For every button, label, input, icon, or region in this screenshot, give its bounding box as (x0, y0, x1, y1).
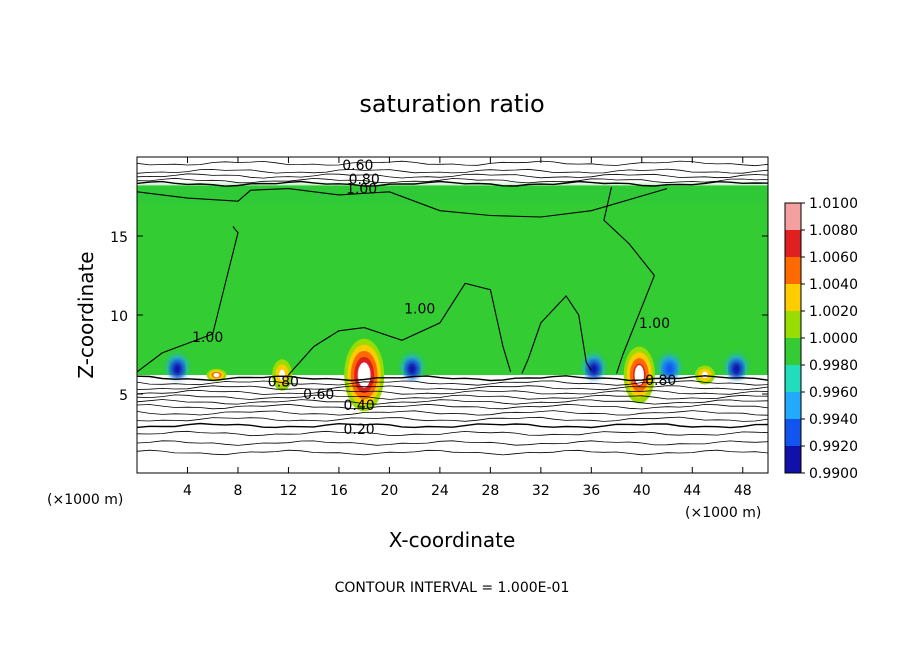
y-axis-ticks: 5 10 15 (110, 230, 768, 404)
contour-line (137, 399, 768, 405)
y-tick-label: 5 (119, 388, 128, 404)
saturation-contour (137, 226, 239, 373)
contour-label: 0.20 (344, 422, 375, 438)
contour-line (137, 440, 768, 446)
colorbar-swatch (785, 230, 801, 257)
colorbar-label: 1.0060 (809, 250, 858, 266)
contour-interval-note: CONTOUR INTERVAL = 1.000E-01 (335, 580, 570, 596)
contour-line (137, 160, 768, 167)
x-tick-label: 8 (233, 483, 242, 499)
subsaturated-zone-core (730, 361, 743, 378)
saturation-contour (521, 295, 592, 374)
colorbar-label: 0.9960 (809, 385, 858, 401)
colorbar-swatch (785, 257, 801, 284)
x-axis-label: X-coordinate (389, 528, 516, 552)
colorbar-swatch (785, 392, 801, 419)
colorbar-label: 0.9980 (809, 358, 858, 374)
saturation-contour (287, 282, 512, 376)
colorbar-label: 1.0080 (809, 223, 858, 239)
contour-line (137, 180, 768, 187)
saturation-contour (603, 186, 656, 374)
x-unit-label-left: (×1000 m) (47, 492, 123, 508)
x-tick-label: 44 (683, 483, 701, 499)
subsaturated-zone-core (406, 361, 419, 378)
colorbar-label: 0.9940 (809, 412, 858, 428)
contour-label: 1.00 (192, 330, 223, 346)
x-tick-label: 4 (183, 483, 192, 499)
supersaturated-plume-core (279, 369, 286, 381)
x-tick-label: 28 (481, 483, 499, 499)
contour-line (137, 385, 768, 391)
chart-title: saturation ratio (359, 90, 544, 118)
colorbar-swatch (785, 284, 801, 311)
contour-line (137, 168, 768, 174)
contour-label: 0.60 (303, 387, 334, 403)
plot-area (137, 157, 768, 473)
colorbar-swatch (785, 203, 801, 230)
subsaturated-zone-core (663, 361, 676, 378)
contour-label: 1.00 (639, 316, 670, 332)
x-tick-label: 16 (330, 483, 348, 499)
contour-label: 1.00 (346, 182, 377, 198)
colorbar-swatch (785, 446, 801, 473)
x-unit-label-right: (×1000 m) (685, 505, 761, 521)
contour-label: 0.40 (344, 398, 375, 414)
supersaturated-plume-core (358, 362, 371, 388)
subsaturated-zone-core (587, 361, 600, 378)
contour-line (137, 449, 768, 456)
x-tick-label: 40 (633, 483, 651, 499)
x-tick-label: 20 (380, 483, 398, 499)
contour-line (137, 173, 768, 179)
supersaturated-plume-core (701, 371, 708, 379)
contour-line (137, 177, 768, 184)
contour-line (137, 430, 768, 437)
contour-line (137, 380, 768, 386)
contour-label: 0.80 (645, 373, 676, 389)
contour-label: 0.80 (268, 374, 299, 390)
x-tick-label: 12 (280, 483, 298, 499)
contour-line (137, 394, 768, 400)
colorbar-swatch (785, 365, 801, 392)
colorbar-swatch (785, 338, 801, 365)
colorbar-label: 1.0040 (809, 277, 858, 293)
contour-line (137, 422, 768, 429)
x-tick-label: 24 (431, 483, 449, 499)
contour-line (137, 389, 768, 395)
contour-line (137, 416, 768, 422)
contour-line (137, 410, 768, 416)
colorbar-label: 1.0100 (809, 196, 858, 212)
colorbar: 1.0100 1.0080 1.0060 1.0040 1.0020 1.0000 0.99… (784, 196, 858, 482)
subsaturated-zone-core (171, 361, 184, 378)
contour-label-group: 0.600.801.001.001.001.000.80 0.800.600.40… (192, 158, 676, 438)
colorbar-label: 1.0000 (809, 331, 858, 347)
x-axis-ticks: 4 8 12 16 20 24 28 32 36 40 44 48 (183, 157, 752, 499)
y-tick-label: 10 (110, 309, 128, 325)
colorbar-swatch (785, 419, 801, 446)
y-tick-label: 15 (110, 230, 128, 246)
x-tick-label: 32 (532, 483, 550, 499)
colorbar-label: 0.9920 (809, 439, 858, 455)
x-tick-label: 36 (582, 483, 600, 499)
supersaturated-plume-core (634, 365, 644, 385)
contour-line (137, 403, 768, 410)
y-axis-label: Z-coordinate (74, 251, 98, 378)
saturated-region (137, 185, 768, 376)
saturation-contour (137, 188, 668, 218)
contour-label: 0.80 (349, 172, 380, 188)
x-tick-label: 48 (734, 483, 752, 499)
contour-label: 1.00 (404, 302, 435, 318)
contour-label: 0.60 (342, 158, 373, 174)
contour-line (137, 375, 768, 382)
colorbar-label: 1.0020 (809, 304, 858, 320)
supersaturated-plume-core (213, 372, 220, 378)
colorbar-label: 0.9900 (809, 466, 858, 482)
colorbar-swatch (785, 311, 801, 338)
